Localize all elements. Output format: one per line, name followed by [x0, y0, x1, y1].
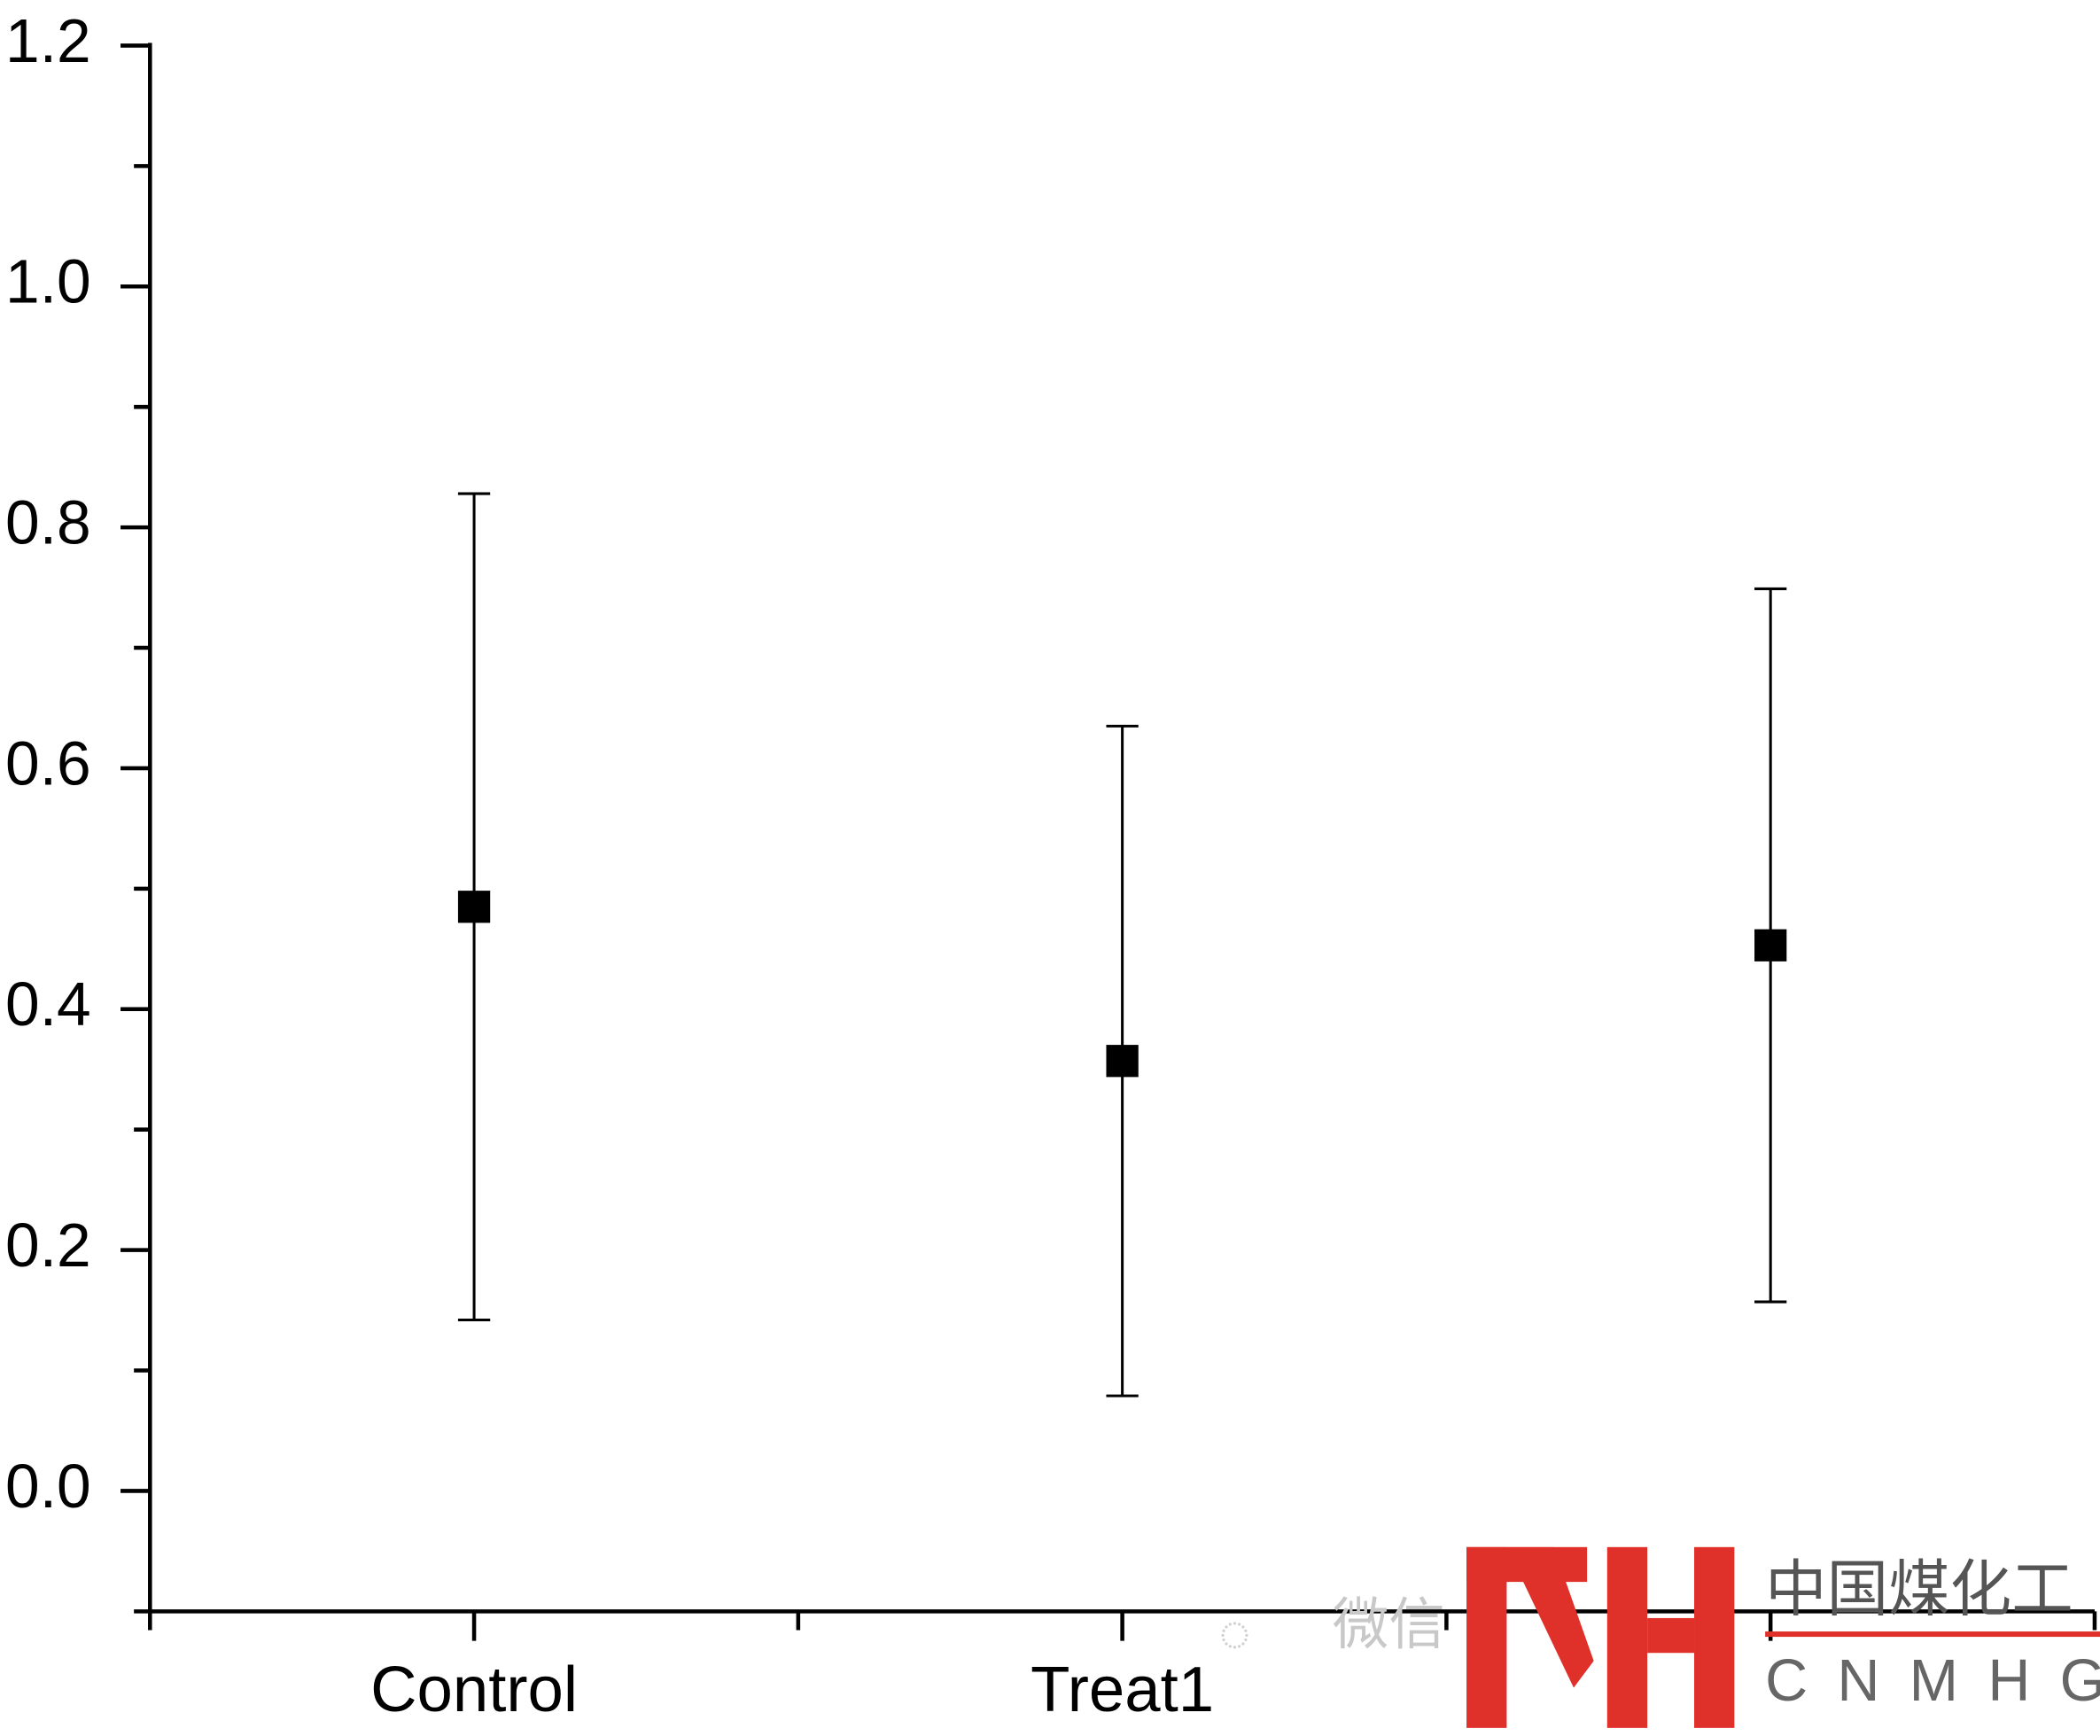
- x-tick-label: Treat1: [1031, 1654, 1214, 1725]
- y-tick-label: 1.2: [5, 6, 91, 75]
- watermark-text: 微信: [1333, 1594, 1445, 1656]
- logo-rule: [1765, 1631, 2100, 1638]
- wechat-icon: ◌: [1218, 1602, 1250, 1662]
- y-tick-label: 0.4: [5, 969, 91, 1039]
- error-bar-group: [1754, 587, 1787, 1304]
- x-tick-label: Control: [370, 1654, 578, 1725]
- y-tick-label: 0.0: [5, 1452, 91, 1521]
- error-bar-group: [457, 492, 491, 1321]
- y-tick-label: 0.2: [5, 1211, 91, 1280]
- marker: [457, 891, 491, 923]
- y-tick-label: 1.0: [5, 247, 91, 316]
- marker: [1754, 929, 1787, 961]
- marker: [1106, 1045, 1139, 1078]
- logo-mark: [1466, 1546, 1735, 1728]
- logo-en: CNMHG: [1765, 1648, 2100, 1714]
- y-tick-label: 0.6: [5, 728, 91, 798]
- logo: ◌ 微信 中国煤化工 CNMHG: [1218, 1546, 2100, 1728]
- y-tick-label: 0.8: [5, 487, 91, 557]
- error-bar-group: [1106, 724, 1139, 1397]
- logo-cn: 中国煤化工: [1765, 1554, 2073, 1623]
